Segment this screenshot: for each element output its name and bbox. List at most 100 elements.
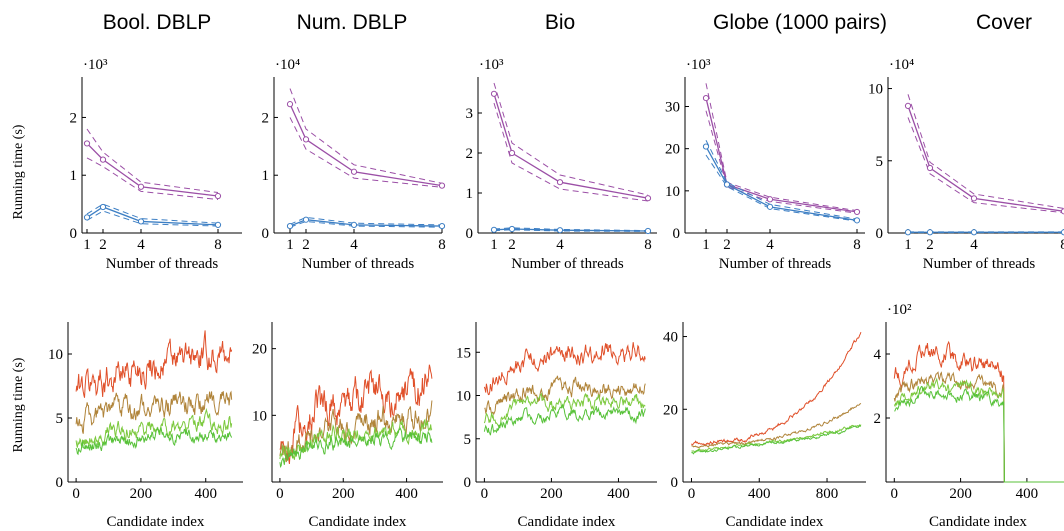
series-line bbox=[705, 97, 858, 213]
data-point bbox=[350, 221, 358, 229]
x-tick-label: 400 bbox=[395, 486, 418, 502]
series-trace-red bbox=[893, 340, 1064, 483]
x-tick-label: 0 bbox=[891, 486, 899, 502]
y-tick-label: 5 bbox=[464, 432, 472, 448]
data-point bbox=[438, 182, 446, 189]
x-tick-label: 0 bbox=[276, 486, 284, 502]
x-tick-label: 2 bbox=[508, 237, 516, 253]
series-trace-green1 bbox=[483, 392, 646, 428]
x-axis-label: Number of threads bbox=[719, 256, 832, 272]
panel-6: 0 5 10 0 200 400 Candidate index bbox=[48, 322, 243, 530]
series-trace-green2 bbox=[691, 424, 862, 455]
series-band-lower bbox=[907, 117, 1064, 214]
y-tick-label: 20 bbox=[663, 402, 678, 418]
x-tick-label: 1 bbox=[286, 237, 294, 253]
series-line bbox=[493, 228, 649, 232]
y-tick-label: 10 bbox=[665, 184, 680, 200]
data-point bbox=[137, 183, 145, 190]
y-tick-label: 0 bbox=[673, 226, 681, 242]
data-point bbox=[99, 156, 107, 163]
series-line bbox=[493, 93, 649, 199]
series-trace-brown bbox=[75, 390, 233, 434]
data-point bbox=[853, 208, 861, 216]
x-axis-label: Number of threads bbox=[923, 256, 1036, 272]
series-purple bbox=[83, 128, 222, 200]
x-axis-label: Candidate index bbox=[518, 514, 616, 530]
y-tick-label: 1 bbox=[70, 168, 78, 184]
y-multiplier-label: ·10³ bbox=[686, 57, 711, 73]
series-line bbox=[289, 103, 443, 187]
x-tick-label: 0 bbox=[481, 486, 489, 502]
data-point bbox=[99, 203, 107, 211]
y-tick-label: 5 bbox=[56, 411, 64, 427]
panel-title-num-dblp: Num. DBLP bbox=[297, 11, 408, 34]
y-tick-label: 20 bbox=[252, 342, 267, 358]
x-tick-label: 4 bbox=[970, 237, 978, 253]
x-tick-label: 200 bbox=[332, 486, 355, 502]
series-trace-brown bbox=[279, 400, 433, 463]
series-trace-red bbox=[483, 342, 646, 396]
data-point bbox=[214, 221, 222, 229]
series-band-upper bbox=[86, 128, 219, 194]
x-tick-label: 1 bbox=[490, 237, 498, 253]
x-tick-label: 1 bbox=[904, 237, 912, 253]
series-blue bbox=[286, 216, 446, 230]
data-point bbox=[702, 94, 710, 102]
y-tick-label: 0 bbox=[262, 226, 270, 242]
y-tick-label: 2 bbox=[466, 146, 474, 162]
y-multiplier-label: ·10⁴ bbox=[889, 57, 914, 73]
series-band-upper bbox=[705, 83, 858, 212]
data-point bbox=[286, 222, 294, 230]
series-band-upper bbox=[493, 82, 649, 196]
data-point bbox=[644, 227, 652, 235]
x-tick-label: 400 bbox=[1016, 486, 1039, 502]
panel-4: 0 10 20 30 1 2 4 8 Number of threads ·10³ bbox=[665, 57, 865, 272]
y-tick-label: 0 bbox=[464, 475, 472, 491]
y-tick-label: 15 bbox=[456, 345, 471, 361]
y-multiplier-label: ·10³ bbox=[479, 57, 504, 73]
data-point bbox=[1060, 208, 1064, 215]
data-point bbox=[508, 225, 516, 233]
data-point bbox=[286, 101, 294, 108]
y-tick-label: 0 bbox=[70, 226, 78, 242]
x-tick-label: 0 bbox=[688, 486, 696, 502]
x-axis-label: Number of threads bbox=[511, 256, 624, 272]
series-trace-green1 bbox=[75, 407, 233, 449]
x-tick-label: 2 bbox=[99, 237, 107, 253]
series-band-lower bbox=[705, 154, 858, 222]
x-tick-label: 1 bbox=[83, 237, 91, 253]
series-trace-brown bbox=[691, 402, 862, 449]
x-tick-label: 4 bbox=[766, 237, 774, 253]
series-band-lower bbox=[289, 117, 443, 188]
series-line bbox=[86, 206, 219, 226]
x-tick-label: 4 bbox=[137, 237, 145, 253]
x-tick-label: 4 bbox=[350, 237, 358, 253]
series-band-lower bbox=[86, 157, 219, 200]
series-band-upper bbox=[289, 216, 443, 226]
data-point bbox=[556, 227, 564, 234]
y-multiplier-label: ·10² bbox=[887, 302, 912, 318]
data-point bbox=[766, 203, 774, 210]
x-tick-label: 200 bbox=[130, 486, 153, 502]
x-tick-label: 2 bbox=[302, 237, 310, 253]
series-trace-green2 bbox=[75, 426, 233, 456]
series-trace-red bbox=[691, 331, 862, 447]
x-tick-label: 400 bbox=[194, 486, 217, 502]
series-trace-green2 bbox=[483, 403, 646, 436]
y-tick-label: 4 bbox=[874, 347, 882, 363]
x-tick-label: 2 bbox=[926, 237, 934, 253]
x-tick-label: 8 bbox=[853, 237, 861, 253]
x-tick-label: 200 bbox=[949, 486, 972, 502]
x-tick-label: 200 bbox=[540, 486, 563, 502]
x-axis-label: Candidate index bbox=[726, 514, 824, 530]
x-axis-label: Number of threads bbox=[302, 256, 415, 272]
y-tick-label: 0 bbox=[466, 226, 474, 242]
data-point bbox=[926, 164, 934, 172]
series-trace-brown bbox=[484, 375, 646, 416]
x-tick-label: 8 bbox=[1060, 237, 1064, 253]
x-tick-label: 1 bbox=[702, 237, 710, 253]
data-point bbox=[556, 179, 564, 186]
series-trace-red bbox=[75, 330, 233, 398]
x-tick-label: 2 bbox=[723, 237, 731, 253]
